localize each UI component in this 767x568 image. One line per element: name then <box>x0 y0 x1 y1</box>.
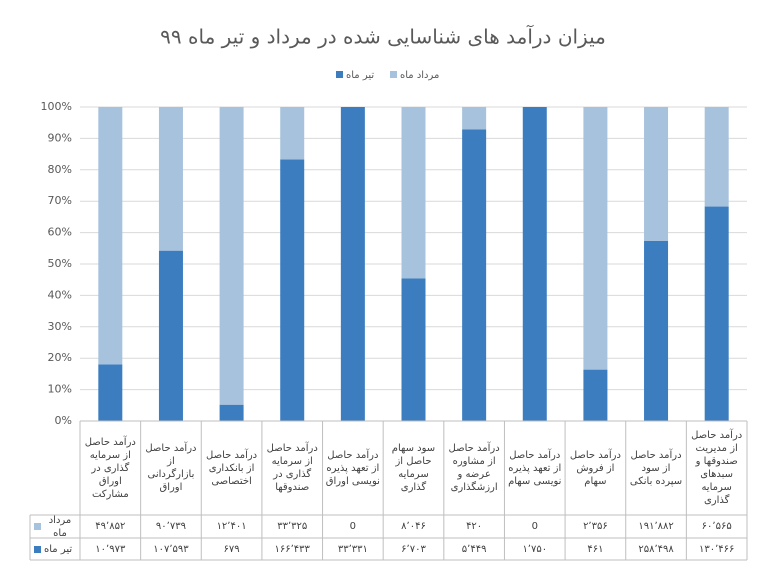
legend-key <box>34 546 41 553</box>
category-label: درآمد حاصل از مشاوره عرضه و ارزشگذاری <box>448 443 500 493</box>
table-value: ۲۵۸٬۴۹۸ <box>638 543 674 555</box>
legend-label: تیر ماه <box>346 70 374 81</box>
bar-segment <box>280 159 305 421</box>
category-label: درآمد حاصل از سرمایه گذاری در صندوقها <box>266 443 318 493</box>
bar-segment <box>704 107 729 207</box>
category-label: درآمد حاصل از بانکداری اختصاصی <box>206 449 258 487</box>
y-tick-label: 100% <box>41 100 72 113</box>
bar-segment <box>219 107 244 405</box>
table-value: ۴۲۰ <box>466 521 483 532</box>
bar-segment <box>340 107 365 421</box>
bar-segment <box>219 404 244 421</box>
bar-segment <box>158 250 183 421</box>
category-label: درآمد حاصل از سرمایه گذاری در اوراق مشار… <box>84 436 136 500</box>
bar-segment <box>98 107 123 365</box>
bar-segment <box>583 369 608 421</box>
category-label: درآمد حاصل از تعهد پذیره نویسی سهام <box>508 449 562 487</box>
bar-segment <box>401 107 426 279</box>
y-tick-label: 30% <box>48 320 72 333</box>
chart-title: میزان درآمد های شناسایی شده در مرداد و ت… <box>160 24 606 49</box>
y-tick-label: 40% <box>48 288 72 301</box>
row-label: مرداد ماه <box>48 514 72 539</box>
bar-segment <box>401 278 426 421</box>
row-label: تیر ماه <box>44 544 73 555</box>
y-tick-label: 20% <box>48 351 72 364</box>
legend-key <box>34 523 41 530</box>
category-label: درآمد حاصل از مدیریت صندوقها و سبدهای سر… <box>691 430 743 506</box>
table-value: ۱٬۷۵۰ <box>522 543 548 555</box>
legend-label: مرداد ماه <box>400 70 439 81</box>
table-value: ۱۰٬۹۷۳ <box>95 543 126 555</box>
y-tick-label: 50% <box>48 257 72 270</box>
bar-segment <box>462 107 487 130</box>
y-tick-label: 90% <box>48 131 72 144</box>
category-label: سود سهام حاصل از سرمایه گذاری <box>391 443 436 493</box>
category-label: درآمد حاصل از فروش سهام <box>569 449 621 487</box>
bar-segment <box>583 107 608 370</box>
table-value: 0 <box>531 521 538 532</box>
table-value: ۲٬۳۵۶ <box>583 521 608 532</box>
table-value: 0 <box>349 521 357 532</box>
table-value: ۴۹٬۸۵۲ <box>95 521 126 532</box>
table-value: ۱۹۱٬۸۸۲ <box>638 521 674 532</box>
bar-segment <box>644 107 669 241</box>
table-value: ۹۰٬۷۳۹ <box>155 521 186 532</box>
table-value: ۳۳٬۳۳۱ <box>337 543 368 555</box>
category-label: درآمد حاصل از سود سپرده بانکی <box>629 449 683 487</box>
table-value: ۱۰۷٬۵۹۳ <box>153 543 189 555</box>
y-tick-label: 80% <box>48 163 72 176</box>
y-tick-label: 0% <box>55 414 72 427</box>
legend-swatch <box>390 71 397 78</box>
table-value: ۶۰٬۵۶۵ <box>701 521 732 532</box>
table-value: ۴۶۱ <box>587 543 604 555</box>
category-label: درآمد حاصل از بازارگردانی اوراق <box>145 443 197 493</box>
table-value: ۱۶۶٬۴۳۳ <box>274 543 310 555</box>
table-value: ۱۲٬۴۰۱ <box>216 521 247 532</box>
table-value: ۳۳٬۳۲۵ <box>277 521 308 532</box>
bar-segment <box>522 107 547 421</box>
bar-segment <box>462 129 487 421</box>
table-value: ۱۳۰٬۴۶۶ <box>698 543 735 555</box>
y-tick-label: 60% <box>48 226 72 239</box>
bar-segment <box>704 206 729 421</box>
y-tick-label: 70% <box>48 194 72 207</box>
table-value: ۶۷۹ <box>223 543 240 555</box>
bar-segment <box>98 364 123 421</box>
category-label: درآمد حاصل از تعهد پذیره نویسی اوراق <box>325 449 380 487</box>
table-value: ۶٬۷۰۳ <box>401 543 426 555</box>
table-value: ۸٬۰۴۶ <box>401 521 426 532</box>
table-value: ۵٬۴۴۹ <box>461 543 487 555</box>
bar-segment <box>280 107 305 160</box>
legend-swatch <box>336 71 343 78</box>
bar-segment <box>158 107 183 251</box>
y-tick-label: 10% <box>48 383 72 396</box>
bar-segment <box>644 240 669 421</box>
